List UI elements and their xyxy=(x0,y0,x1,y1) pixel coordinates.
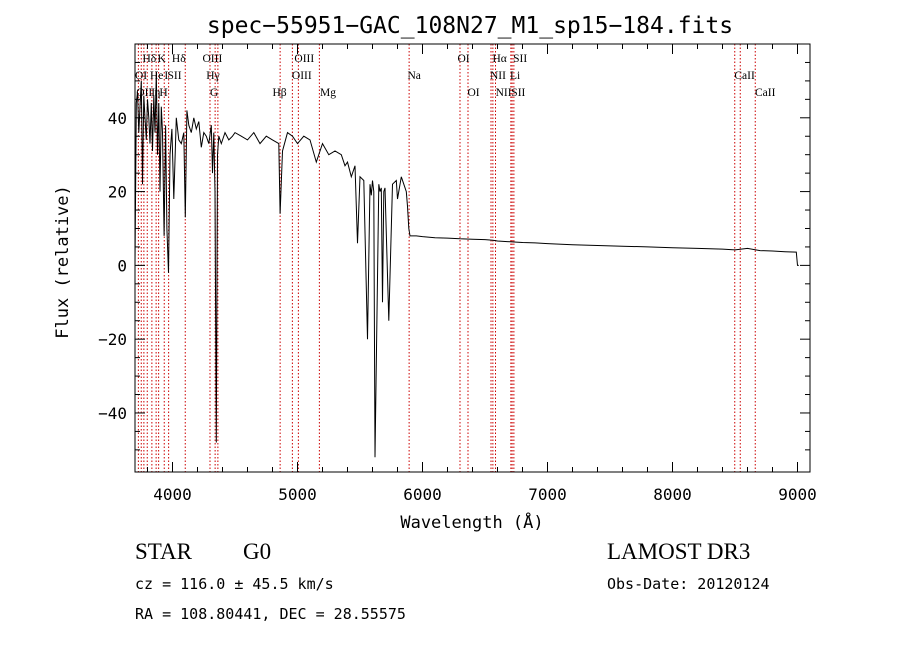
line-label: η xyxy=(154,87,160,99)
y-tick-label: 0 xyxy=(117,256,127,275)
line-label: NII xyxy=(496,87,512,99)
x-axis-label: Wavelength (Å) xyxy=(400,511,543,533)
line-label: SII xyxy=(511,87,525,99)
x-tick-label: 5000 xyxy=(278,485,317,504)
line-label: G xyxy=(210,87,218,99)
y-axis-label: Flux (relative) xyxy=(53,185,73,339)
object-class: STAR xyxy=(135,539,193,564)
y-tick-label: 40 xyxy=(108,109,127,128)
line-label: K xyxy=(158,53,167,65)
chart-title: spec−55951−GAC_108N27_M1_sp15−184.fits xyxy=(207,13,733,39)
line-label: Hδ xyxy=(143,53,157,65)
line-label: OI xyxy=(135,70,147,82)
line-label: Na xyxy=(408,70,421,82)
x-tick-label: 9000 xyxy=(778,485,817,504)
line-label: OI xyxy=(468,87,480,99)
y-tick-label: −40 xyxy=(98,404,127,423)
coordinates: RA = 108.80441, DEC = 28.55575 xyxy=(135,605,406,623)
line-label: Li xyxy=(510,70,520,82)
line-label: Hα xyxy=(493,53,507,65)
line-label: Hβ xyxy=(273,87,287,99)
line-label: I xyxy=(151,87,155,99)
line-label: CaII xyxy=(755,87,776,99)
x-tick-label: 6000 xyxy=(403,485,442,504)
line-label: H xyxy=(159,87,167,99)
spectrum-line xyxy=(134,73,799,458)
line-label: I xyxy=(164,70,168,82)
observation-date: Obs-Date: 20120124 xyxy=(607,575,770,593)
plot-frame xyxy=(134,43,811,473)
line-label: Hδ xyxy=(172,53,186,65)
axis-ticks: 4000 5000 6000 7000 8000 9000 −40 −20 0 20 40 xyxy=(98,44,817,504)
spectral-line-markers xyxy=(137,44,756,472)
line-label: SII xyxy=(513,53,527,65)
redshift-velocity: cz = 116.0 ± 45.5 km/s xyxy=(135,575,334,593)
y-tick-label: −20 xyxy=(98,330,127,349)
line-label: SII xyxy=(168,70,182,82)
line-label: OIII xyxy=(294,53,314,65)
line-label: OI xyxy=(458,53,470,65)
line-label: Mg xyxy=(320,87,336,99)
y-tick-label: 20 xyxy=(108,183,127,202)
line-label: NII xyxy=(490,70,506,82)
line-label: CaII xyxy=(734,70,755,82)
x-tick-label: 7000 xyxy=(528,485,567,504)
x-tick-label: 8000 xyxy=(653,485,692,504)
line-label: OIII xyxy=(203,53,223,65)
x-tick-label: 4000 xyxy=(153,485,192,504)
survey-name: LAMOST DR3 xyxy=(607,539,750,564)
line-label: Hγ xyxy=(206,70,219,82)
object-subclass: G0 xyxy=(243,539,271,564)
line-label: OIII xyxy=(292,70,312,82)
